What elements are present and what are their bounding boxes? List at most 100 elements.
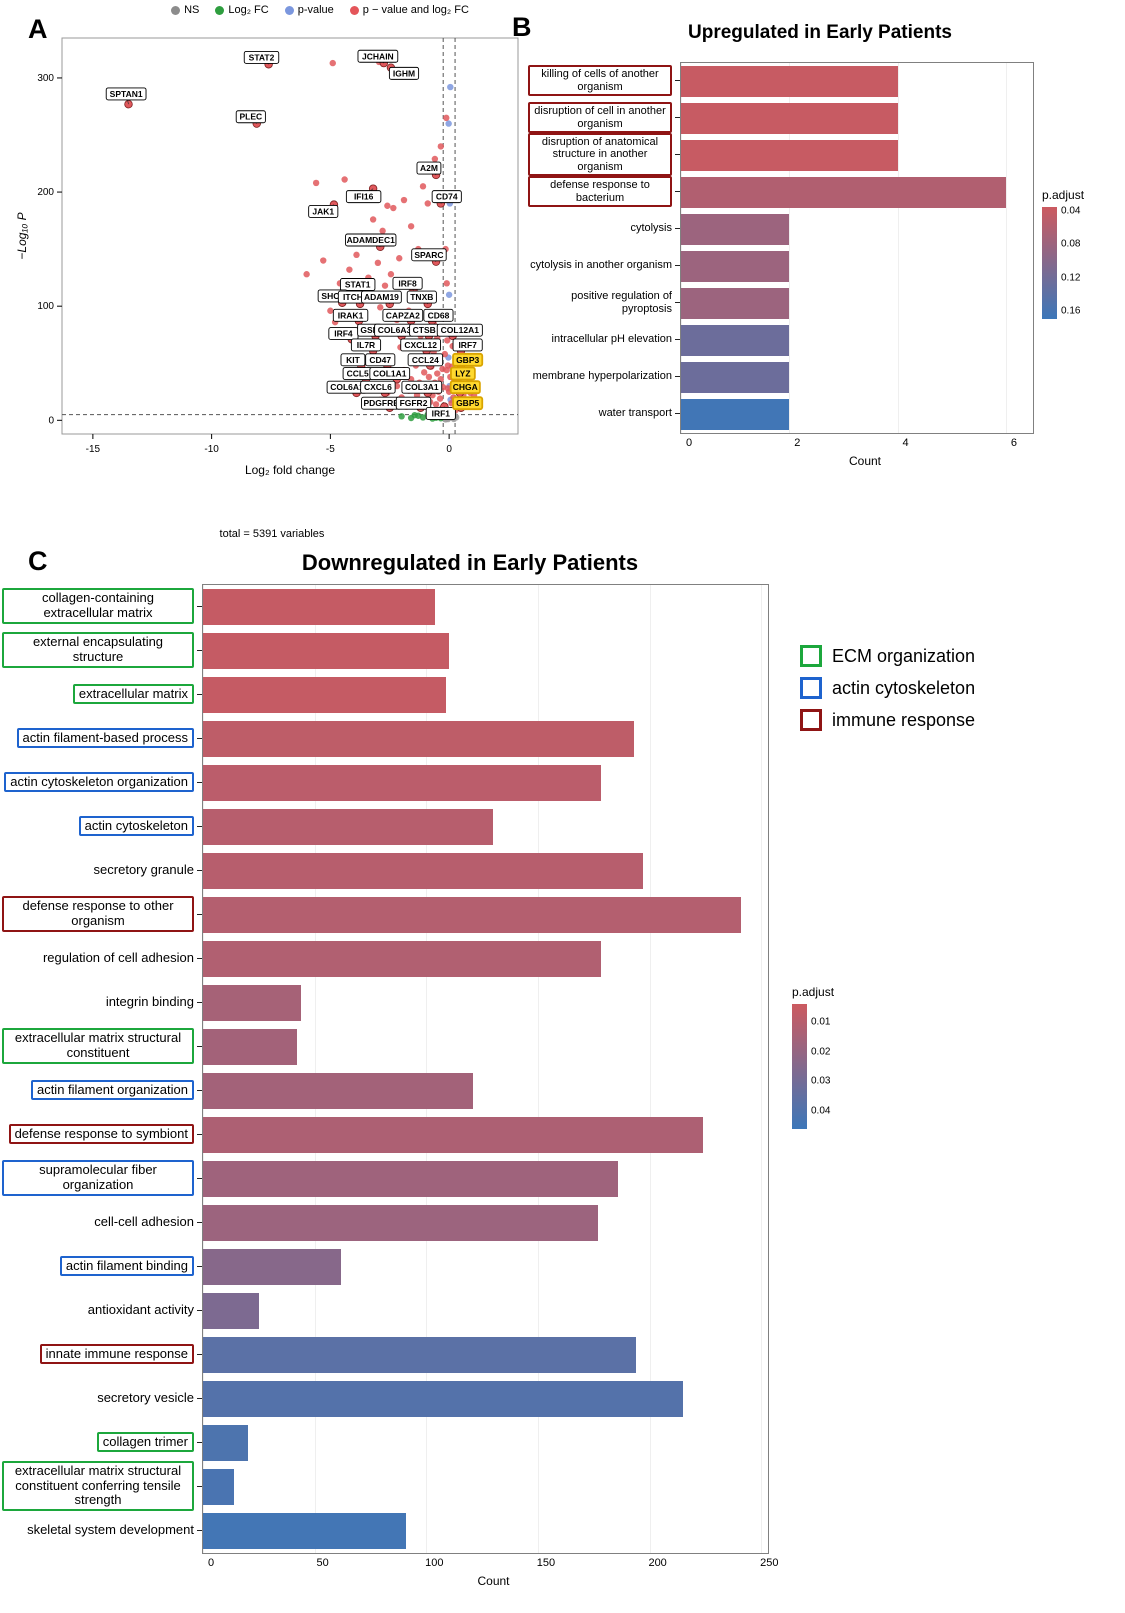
bar-label-row: killing of cells of another organism [528,62,680,99]
scatter-point [396,255,403,262]
legend-title: p.adjust [792,985,835,999]
gene-label: IFI16 [354,192,374,202]
bar-label: regulation of cell adhesion [42,949,194,965]
bar-row [681,137,1033,174]
bar-label: secretory vesicle [97,1389,194,1405]
bar-row [203,1465,768,1509]
gene-label: SHC1 [321,291,344,301]
scatter-point [327,307,334,314]
bar [203,676,447,714]
gene-label-box [339,278,376,291]
bar-label: disruption of anatomical structure in an… [528,132,672,177]
bar-label: water transport [598,407,672,420]
panel-a-letter: A [28,14,48,44]
gene-label-box [365,353,396,367]
x-tick-label: -10 [204,444,219,455]
x-axis-label: Count [848,454,882,468]
gene-label: COL3A1 [405,382,439,392]
scatter-point [432,401,440,408]
legend-dot-icon [215,5,225,15]
axis-labels-column: killing of cells of another organism disr… [528,62,680,432]
bar-row [203,1377,768,1421]
bar-label: collagen trimer [96,1431,194,1453]
scatter-point [443,114,450,122]
bar-label-row: disruption of cell in another organism [528,99,680,136]
bar-row [203,585,768,629]
gene-label-box [369,367,411,380]
scatter-point [398,413,405,420]
scatter-point [312,179,320,187]
gene-label: TNXB [410,292,433,302]
legend-tick-label: 0.04 [1061,205,1081,217]
gene-label: STAT1 [345,280,371,290]
gene-label-box [431,190,462,204]
legend-label: NS [184,4,200,16]
gene-label: CTSB [413,325,436,335]
category-swatch-icon [800,677,822,699]
x-tick-label: -15 [86,444,101,455]
gene-label-box [406,290,437,304]
bar-label-row: antioxidant activity [2,1288,202,1332]
gene-label: CD47 [369,355,391,365]
bar [681,66,898,97]
y-axis-label: −Log₁₀ P [15,212,29,259]
bar-row [203,849,768,893]
volcano-legend: NS Log₂ FC p-value p − value and log₂ FC [100,4,540,16]
bar-label: actin filament organization [30,1079,194,1101]
bar-row [203,1509,768,1553]
category-legend-item: actin cytoskeleton [800,677,975,699]
scatter-point [320,257,327,264]
bar-row [203,1245,768,1289]
scatter-point [419,183,427,190]
volcano-plot: SPTAN1 STAT2 JCHAIN IGHM PLEC A2M IFI16 CD74 JAK… [15,37,519,477]
gene-label-box [411,248,447,262]
scatter-point [443,366,450,374]
bar-label: defense response to symbiont [8,1123,194,1145]
bar-label-row: innate immune response [2,1332,202,1376]
gene-label-box [360,380,396,394]
bar-label-row: collagen trimer [2,1420,202,1464]
plot-panel [202,584,769,1554]
axis-tick [675,117,680,118]
bar [203,1204,599,1242]
axis-tick [197,649,202,651]
x-tick-label: 250 [760,1557,779,1569]
legend-label: Log₂ FC [228,4,269,16]
axis-tick [675,413,680,414]
gene-label: CD74 [436,192,458,202]
axis-tick [197,1001,202,1003]
gene-label: GBP3 [456,355,479,365]
bar-row [203,1025,768,1069]
bar-label: disruption of cell in another organism [528,101,672,134]
bar-label: actin filament-based process [16,727,194,749]
category-label: ECM organization [832,645,976,666]
axis-tick [675,191,680,192]
bar-chart: collagen-containing extracellular matrix… [2,584,776,1554]
gene-label-box [382,308,424,322]
category-swatch-icon [800,709,822,731]
bar-label-row: skeletal system development [2,1508,202,1552]
legend-tick-label: 0.03 [811,1075,831,1087]
gridline [537,585,539,1553]
y-tick-label: 0 [48,415,54,426]
gene-label: IGHM [393,68,415,78]
gene-label-box [401,380,443,394]
bar-label-row: membrane hyperpolarization [528,358,680,395]
bar-row [203,629,768,673]
bar [203,940,601,978]
bar-label: collagen-containing extracellular matrix [2,588,194,624]
legend-ticks: 0.04 0.08 0.12 0.16 [1061,205,1103,319]
bar [681,288,790,319]
category-swatch-icon [800,645,822,667]
gene-label-box [357,49,399,63]
scatter-point [443,280,450,287]
bar-label-row: intracellular pH elevation [528,321,680,358]
scatter-point [346,266,353,273]
legend-title: p.adjust [1042,188,1085,202]
bar-label-row: secretory granule [2,848,202,892]
gene-label: IRF4 [334,329,353,339]
bar-label: antioxidant activity [87,1301,194,1317]
gene-label: GBP5 [456,398,479,408]
category-legend-item: ECM organization [800,645,975,667]
